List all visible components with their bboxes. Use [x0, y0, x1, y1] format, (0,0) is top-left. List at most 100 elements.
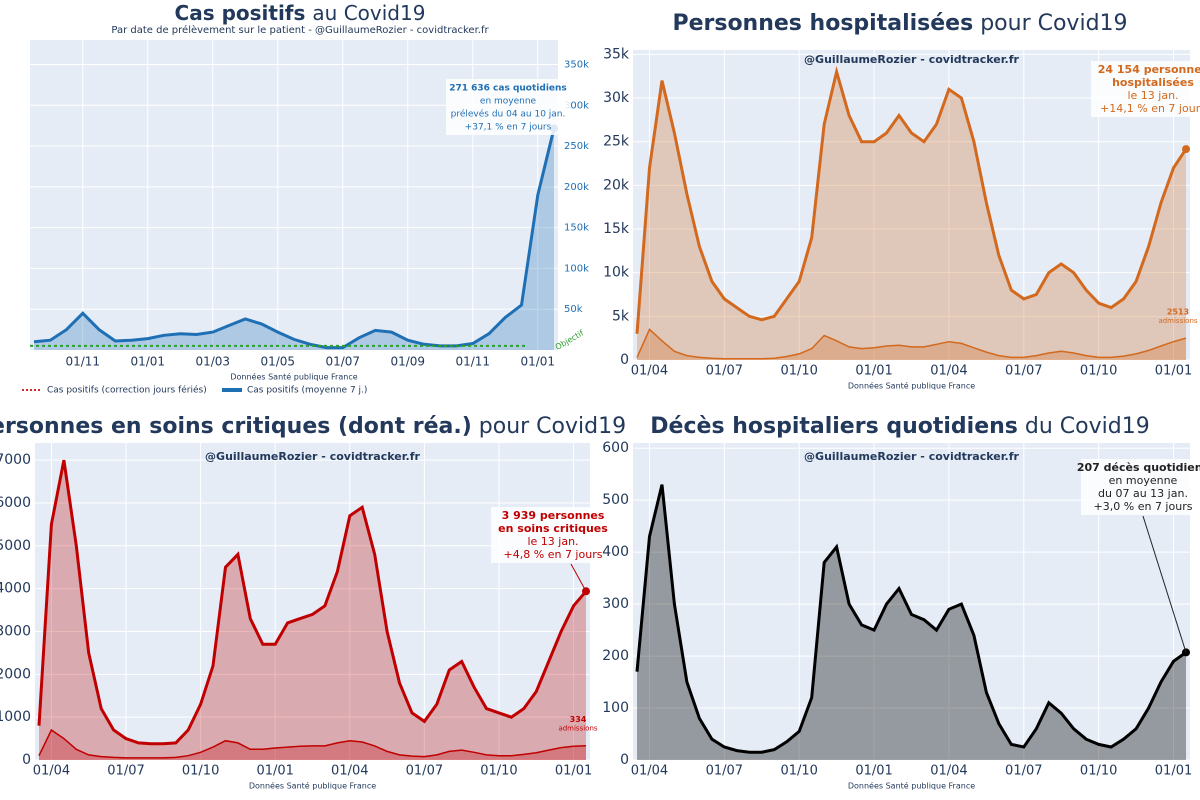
x-tick-label: 01/04 — [930, 364, 967, 379]
x-tick-label: 01/01 — [130, 355, 165, 369]
y-tick-label: 25k — [603, 134, 630, 150]
y-tick-label: 3000 — [0, 623, 31, 639]
y-tick-label: 300k — [564, 100, 589, 111]
x-tick-label: 01/10 — [1080, 764, 1117, 779]
y-tick-label: 100 — [602, 700, 629, 716]
x-tick-label: 01/04 — [631, 364, 668, 379]
chart: 0 100 200 300 400 500 600 01/04 01/07 01/10 01/01 0… — [602, 414, 1200, 791]
x-tick-label: 01/07 — [406, 764, 443, 779]
target-label: Objectif — [554, 328, 586, 351]
line — [635, 65, 1188, 334]
y-tick-label: 0 — [620, 752, 629, 768]
x-tick-label: 01/05 — [260, 355, 295, 369]
annotation-line: +4,8 % en 7 jours — [504, 548, 603, 561]
x-tick-label: 01/04 — [631, 764, 668, 779]
annotation-line: 24 154 personnes — [1098, 63, 1200, 76]
annotation-line: en soins critiques — [498, 522, 608, 535]
y-tick-label: 300 — [602, 596, 629, 612]
y-tick-label: 15k — [603, 221, 630, 237]
x-tick-label: 01/11 — [65, 355, 100, 369]
title-rest: du Covid19 — [1025, 414, 1150, 439]
annotation-box — [1081, 459, 1200, 515]
title-rest: au Covid19 — [312, 1, 425, 25]
annotation-line: 271 636 cas quotidiens — [449, 84, 567, 94]
source: Données Santé publique France — [230, 372, 357, 382]
x-tick-label: 01/04 — [930, 764, 967, 779]
y-tick-label: 5000 — [0, 538, 31, 554]
x-tick-label: 01/03 — [195, 355, 230, 369]
y-tick-label: 1000 — [0, 709, 31, 725]
x-tick-label: 01/01 — [855, 764, 892, 779]
end-label: admissions — [1158, 317, 1197, 325]
chart: 50k 100k 150k 200k 250k 300k 350k 01/11 01/01 01/… — [22, 1, 589, 396]
y-tick-label: 150k — [564, 223, 589, 234]
annotation-box — [491, 507, 615, 563]
chart: 0100020003000400050006000700001/0401/070… — [0, 414, 626, 791]
x-tick-label: 01/07 — [706, 764, 743, 779]
annotation-line: 3 939 personnes — [502, 509, 605, 522]
x-tick-label: 01/07 — [325, 355, 360, 369]
y-tick-label: 500 — [602, 492, 629, 508]
x-tick-label: 01/01 — [1155, 364, 1192, 379]
y-tick-label: 0 — [22, 752, 31, 768]
y-tick-label: 30k — [603, 90, 630, 106]
legend-label: Cas positifs (correction jours fériés) — [47, 385, 207, 396]
y-tick-label: 5k — [612, 308, 630, 324]
x-tick-label: 01/11 — [455, 355, 490, 369]
x-tick-label: 01/07 — [1005, 364, 1042, 379]
annotation-line: hospitalisées — [1112, 76, 1194, 89]
x-tick-label: 01/10 — [1080, 364, 1117, 379]
y-tick-label: 2000 — [0, 666, 31, 682]
x-tick-label: 01/04 — [331, 764, 368, 779]
y-tick-label: 400 — [602, 544, 629, 560]
y-tick-label: 600 — [602, 440, 629, 456]
area — [637, 484, 1186, 760]
annotation-line: du 07 au 13 jan. — [1098, 487, 1188, 500]
area — [34, 128, 554, 350]
line — [37, 459, 588, 746]
end-label: 2513 — [1167, 308, 1189, 317]
area — [637, 71, 1186, 361]
y-tick-label: 250k — [564, 141, 589, 152]
x-tick-label: 01/10 — [780, 364, 817, 379]
annotation-line: prélevés du 04 au 10 jan. — [451, 109, 566, 120]
x-tick-label: 01/01 — [855, 364, 892, 379]
y-tick-label: 35k — [603, 46, 630, 62]
annotation-line: 207 décès quotidiens — [1077, 461, 1200, 474]
x-tick-label: 01/10 — [780, 764, 817, 779]
title-bold: Personnes hospitalisées — [672, 11, 973, 36]
end-label: admissions — [558, 725, 597, 733]
chart: 0 5k 10k 15k 20k 25k 30k 35k 01/04 01/07 01/10 01/0… — [603, 11, 1200, 391]
annotation-box — [1091, 61, 1200, 117]
x-tick-label: 01/01 — [256, 764, 293, 779]
x-tick-label: 01/01 — [1155, 764, 1192, 779]
y-tick-label: 7000 — [0, 452, 31, 468]
plot-background — [35, 443, 590, 760]
x-tick-label: 01/10 — [182, 764, 219, 779]
subtitle: Par date de prélèvement sur le patient -… — [111, 24, 489, 36]
y-tick-label: 200 — [602, 648, 629, 664]
chart-title: Personnes hospitalisées pour Covid19 — [672, 11, 1127, 36]
y-tick-label: 4000 — [0, 581, 31, 597]
y-tick-label: 100k — [564, 263, 589, 274]
y-tick-label: 20k — [603, 177, 630, 193]
x-tick-label: 01/04 — [33, 764, 70, 779]
y-tick-label: 50k — [564, 304, 583, 315]
chart-title: Décès hospitaliers quotidiens du Covid19 — [650, 414, 1149, 439]
last-point — [1182, 145, 1190, 154]
source: Données Santé publique France — [249, 781, 376, 791]
annotation-box — [446, 79, 570, 135]
title-bold: Personnes en soins critiques (dont réa.) — [0, 414, 472, 439]
annotation-leader — [570, 563, 587, 592]
subtitle: @GuillaumeRozier - covidtracker.fr — [804, 53, 1019, 66]
y-tick-label: 350k — [564, 59, 589, 70]
title-bold: Décès hospitaliers quotidiens — [650, 414, 1018, 439]
chart-title: Cas positifs au Covid19 — [175, 1, 426, 25]
annotation-leader — [1142, 515, 1187, 653]
x-tick-label: 01/10 — [480, 764, 517, 779]
annotation-line: +3,0 % en 7 jours — [1094, 500, 1193, 513]
x-tick-label: 01/07 — [706, 364, 743, 379]
area — [39, 730, 586, 760]
line — [636, 328, 1187, 360]
